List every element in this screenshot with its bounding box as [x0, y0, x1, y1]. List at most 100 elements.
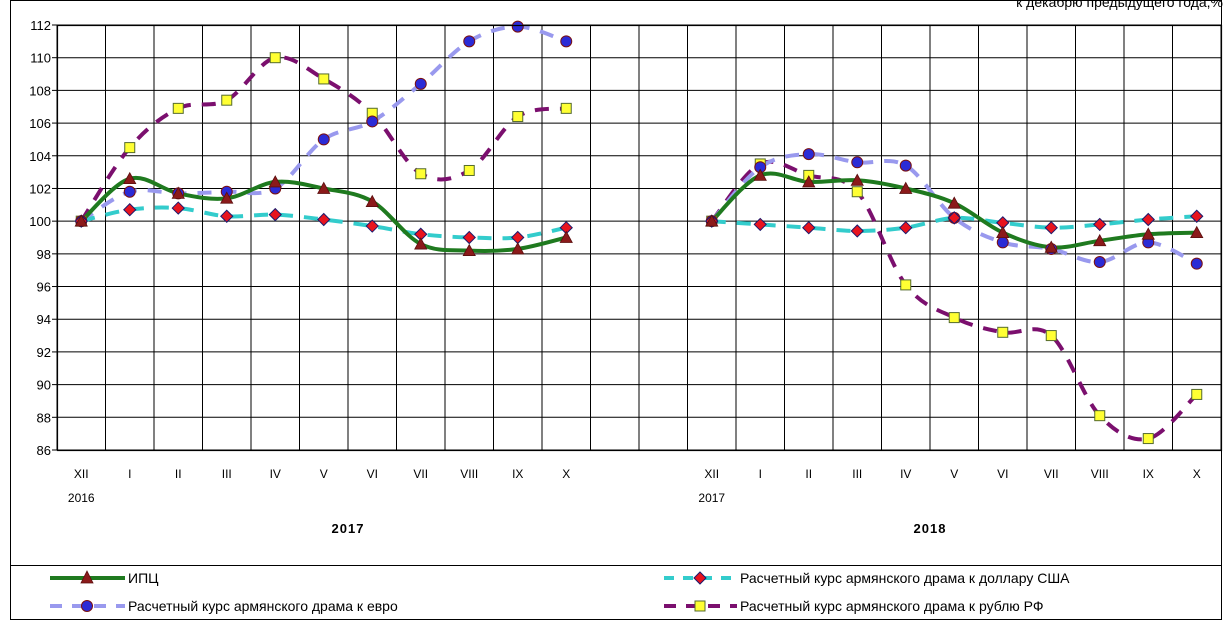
- data-point-cpi: [996, 225, 1010, 238]
- x-tick-label: X: [562, 467, 570, 481]
- y-axis-ticks: 86 88 90 92 94 96 98 100 102 104 106 108 110 112: [29, 18, 51, 458]
- data-point-rub: [124, 142, 136, 154]
- data-point-eur: [463, 35, 476, 48]
- legend-label-rub: Расчетный курс армянского драма к рублю …: [740, 598, 1044, 614]
- data-point-cpi: [753, 168, 767, 181]
- data-point-rub: [463, 164, 475, 176]
- year-label-big: 2018: [914, 521, 947, 536]
- grid: [52, 24, 1222, 451]
- series-line: [80, 205, 567, 241]
- x-tick-label: I: [759, 467, 762, 481]
- y-tick-label: 110: [30, 51, 51, 66]
- data-point-usd: [1093, 217, 1107, 232]
- x-axis-ticks: XII I II III IV V VI VII VIII IX X XII I II III IV V VI VI…: [68, 467, 1201, 536]
- data-point-usd: [899, 220, 913, 235]
- x-tick-label: XII: [704, 467, 719, 481]
- x-tick-label: IV: [900, 467, 911, 481]
- data-point-cpi: [559, 230, 573, 243]
- x-tick-label: IV: [270, 467, 281, 481]
- year-label-big: 2017: [332, 521, 365, 536]
- legend-item-usd: Расчетный курс армянского драма к доллар…: [664, 570, 1070, 586]
- x-tick-label: V: [320, 467, 328, 481]
- data-point-usd: [171, 201, 185, 215]
- data-point-cpi: [850, 173, 864, 186]
- data-point-usd: [850, 224, 864, 238]
- x-tick-label: VII: [413, 467, 428, 481]
- legend-label-eur: Расчетный курс армянского драма к евро: [128, 598, 398, 614]
- data-point-eur: [366, 115, 379, 128]
- data-point-eur: [511, 20, 524, 33]
- x-tick-label: VII: [1044, 467, 1059, 481]
- plot-area-border: [56, 24, 1223, 452]
- data-point-usd: [462, 230, 476, 245]
- data-point-cpi: [1141, 227, 1155, 240]
- series-markers: [74, 20, 1204, 445]
- y-tick-label: 100: [29, 214, 51, 229]
- data-point-rub: [415, 168, 427, 180]
- data-point-usd: [1190, 209, 1204, 223]
- legend-item-cpi: ИПЦ: [50, 570, 159, 586]
- x-tick-label: VIII: [460, 467, 478, 481]
- y-tick-label: 96: [37, 280, 51, 295]
- data-point-cpi: [1190, 225, 1204, 238]
- data-point-eur: [123, 185, 136, 198]
- data-point-usd: [317, 212, 331, 227]
- series-line: [710, 152, 1198, 266]
- y-tick-label: 86: [37, 443, 51, 458]
- data-point-cpi: [123, 171, 137, 185]
- data-point-cpi: [74, 214, 88, 227]
- data-point-cpi: [220, 191, 234, 204]
- data-point-cpi: [511, 242, 525, 255]
- data-point-cpi: [365, 194, 379, 207]
- data-point-eur: [851, 156, 864, 169]
- data-point-rub: [172, 102, 184, 114]
- data-point-rub: [900, 279, 912, 291]
- legend: ИПЦ Расчетный курс армянского драма к до…: [50, 570, 1070, 614]
- data-point-cpi: [1093, 233, 1107, 247]
- series-line: [710, 159, 1199, 442]
- data-point-rub: [560, 102, 572, 114]
- x-tick-label: VIII: [1091, 467, 1109, 481]
- data-point-rub: [1191, 388, 1203, 400]
- x-tick-label: XII: [74, 467, 89, 481]
- y-tick-label: 106: [29, 116, 51, 131]
- data-point-eur: [414, 77, 427, 90]
- data-point-usd: [753, 217, 767, 232]
- data-point-usd: [268, 207, 282, 222]
- diamond-marker-icon: [693, 571, 707, 585]
- legend-label-cpi: ИПЦ: [128, 570, 159, 586]
- data-point-usd: [511, 230, 525, 245]
- data-point-eur: [1093, 256, 1106, 269]
- data-point-cpi: [268, 175, 282, 188]
- year-label-small: 2017: [698, 491, 725, 505]
- y-tick-label: 94: [37, 312, 51, 327]
- x-tick-label: VI: [367, 467, 378, 481]
- data-point-eur: [317, 133, 330, 146]
- x-tick-label: IX: [512, 467, 523, 481]
- y-tick-label: 88: [37, 410, 51, 425]
- square-marker-icon: [694, 600, 706, 612]
- circle-marker-icon: [81, 600, 93, 612]
- x-tick-label: V: [950, 467, 958, 481]
- data-point-rub: [1142, 433, 1154, 445]
- data-point-cpi: [947, 196, 961, 209]
- data-point-usd: [802, 220, 816, 235]
- data-point-rub: [851, 186, 863, 198]
- data-point-cpi: [171, 186, 185, 199]
- y-tick-label: 104: [29, 149, 51, 164]
- data-point-cpi: [899, 181, 913, 194]
- x-tick-label: III: [852, 467, 862, 481]
- triangle-marker-icon: [80, 570, 94, 584]
- data-point-rub: [997, 326, 1009, 338]
- data-point-rub: [269, 52, 281, 64]
- data-point-cpi: [802, 175, 816, 188]
- y-tick-label: 112: [30, 18, 51, 33]
- x-tick-label: II: [805, 467, 812, 481]
- data-point-rub: [512, 111, 524, 123]
- y-tick-label: 92: [37, 345, 51, 360]
- data-point-rub: [318, 73, 330, 85]
- year-label-small: 2016: [68, 491, 95, 505]
- data-point-cpi: [462, 243, 476, 256]
- series-line: [711, 214, 1197, 233]
